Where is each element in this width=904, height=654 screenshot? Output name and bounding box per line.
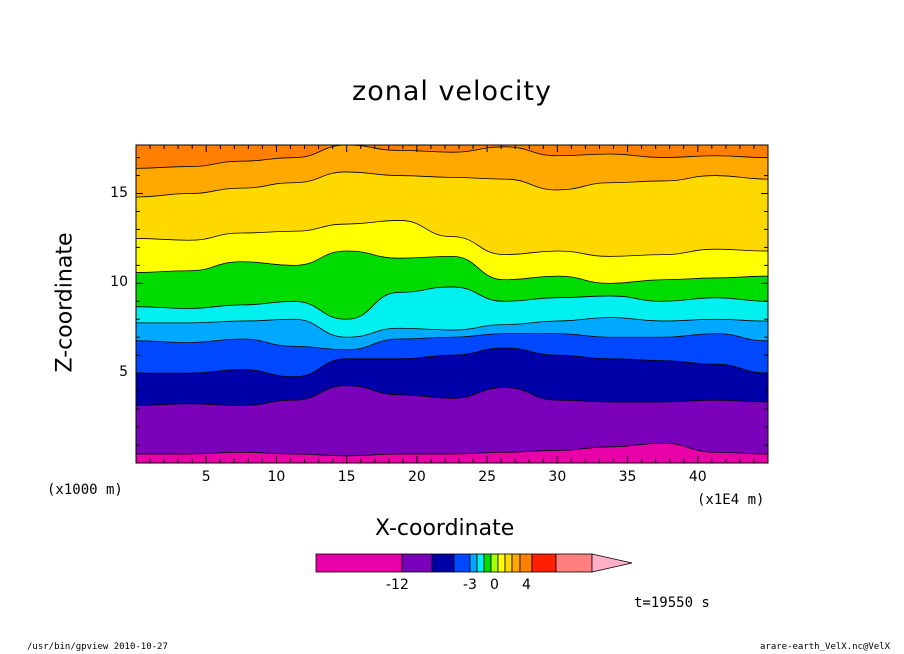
x-tick-label: 35: [618, 469, 637, 485]
y-tick-label: 5: [119, 364, 128, 381]
plot-frame: [135, 144, 769, 464]
footer-left: /usr/bin/gpview 2010-10-27: [27, 642, 168, 652]
colorbar-swatch: [490, 553, 499, 573]
colorbar-swatch: [476, 553, 485, 573]
x-scale-note: (x1E4 m): [697, 492, 765, 508]
y-tick-label: 10: [110, 274, 128, 291]
colorbar: [315, 553, 633, 573]
x-tick-label: 25: [478, 469, 497, 485]
footer-right: arare-earth_VelX.nc@VelX: [760, 642, 891, 652]
colorbar-swatch: [483, 553, 492, 573]
colorbar-tick-label: -3: [463, 577, 477, 593]
colorbar-swatch: [453, 553, 471, 573]
colorbar-swatch: [504, 553, 513, 573]
contour-band: [136, 442, 768, 463]
time-label: t=19550 s: [634, 595, 710, 611]
x-tick-label: 10: [267, 469, 286, 485]
contour-band: [136, 385, 768, 463]
colorbar-tick-label: -12: [386, 577, 409, 593]
colorbar-swatch: [555, 553, 593, 573]
y-axis-label: Z-coordinate: [52, 232, 78, 373]
colorbar-swatch: [519, 553, 533, 573]
colorbar-swatch: [401, 553, 433, 573]
x-unit-note: (x1000 m): [47, 482, 123, 498]
colorbar-swatch: [531, 553, 557, 573]
colorbar-tick-label: 0: [490, 577, 499, 593]
x-tick-label: 40: [688, 469, 707, 485]
y-tick-label: 15: [110, 184, 128, 201]
contour-fill-group: [136, 145, 768, 463]
x-tick-label: 20: [407, 469, 426, 485]
colorbar-swatch: [315, 553, 403, 573]
colorbar-swatch: [431, 553, 455, 573]
colorbar-swatch: [469, 553, 478, 573]
colorbar-swatch: [511, 553, 521, 573]
x-tick-label: 15: [337, 469, 356, 485]
x-tick-label: 5: [201, 469, 211, 485]
chart-title: zonal velocity: [352, 76, 552, 107]
colorbar-swatch: [497, 553, 506, 573]
x-axis-label: X-coordinate: [375, 516, 515, 541]
colorbar-tick-label: 4: [522, 577, 531, 593]
x-tick-label: 30: [548, 469, 567, 485]
colorbar-extension: [591, 553, 633, 573]
